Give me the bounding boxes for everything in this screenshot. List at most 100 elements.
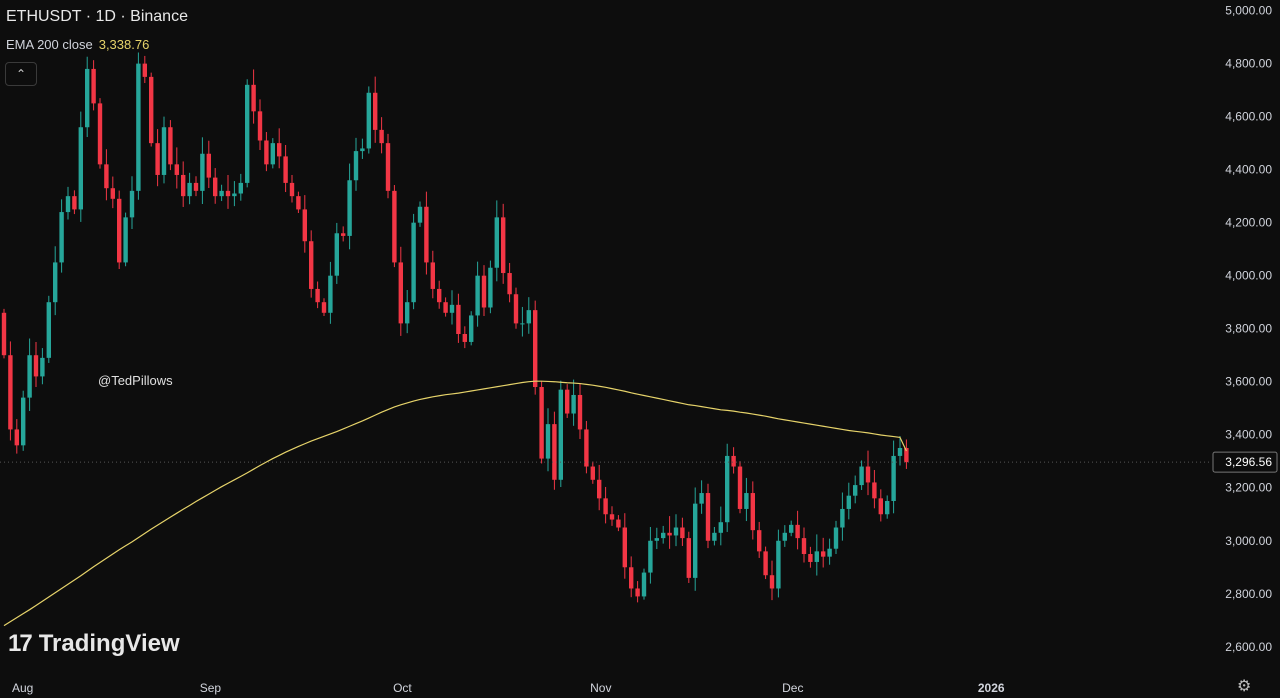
candle-down [629,567,634,589]
candle-down [91,68,96,104]
candle-up [187,182,192,197]
candle-down [533,310,538,388]
x-tick-label: Aug [12,681,33,695]
candle-down [597,479,602,499]
candle-down [296,196,301,210]
candle-down [737,466,743,509]
candle-down [865,466,871,483]
candle-up [238,182,243,194]
candle-up [347,180,352,236]
candle-up [232,193,237,197]
candle-up [846,495,851,509]
y-tick-label: 4,600.00 [1225,110,1272,124]
candle-down [289,182,295,197]
candle-down [430,262,435,289]
candle-up [411,222,416,303]
candle-up [648,540,653,573]
candle-down [174,164,179,175]
candle-up [526,310,531,324]
candle-down [437,288,442,303]
y-tick-label: 2,600.00 [1225,640,1272,654]
ema-legend[interactable]: EMA 200 close 3,338.76 [6,37,149,52]
candle-down [14,429,19,446]
candle-down [769,575,775,589]
candle-down [277,143,282,157]
candle-up [449,304,455,313]
candle-up [40,357,45,377]
candle-up [789,524,794,533]
candle-down [609,514,615,520]
candle-up [27,355,32,398]
candle-down [904,447,909,463]
x-tick-label: 2026 [978,681,1005,695]
candle-down [635,588,640,597]
candle-up [129,190,135,218]
ema-label: EMA 200 close [6,37,93,52]
candle-down [424,206,429,263]
candle-up [219,190,224,197]
candle-up [699,493,704,504]
candle-down [33,355,39,377]
candle-down [513,294,519,324]
candle-down [321,302,327,313]
y-tick-label: 3,000.00 [1225,534,1272,548]
candle-up [85,68,90,128]
candle-down [110,188,115,199]
candle-down [616,519,621,528]
candle-up [46,302,51,358]
candle-down [462,334,467,342]
candle-down [251,84,256,112]
candle-down [501,217,506,274]
x-tick-label: Oct [393,681,412,695]
candle-up [417,206,423,223]
candle-up [776,540,781,589]
candle-up [654,538,659,541]
candle-up [885,501,890,515]
ema200-line [3,380,907,627]
candle-down [603,498,608,515]
last-price-label: 3,296.56 [1225,455,1272,469]
candle-down [385,143,391,191]
candle-up [814,551,819,562]
candle-up [328,275,333,313]
candle-down [584,429,589,467]
candle-down [104,164,109,189]
candle-up [571,394,576,414]
candle-up [833,527,839,549]
chevron-up-icon: ⌃ [15,67,27,81]
candle-down [456,304,461,334]
tradingview-mark: 17 [8,630,33,657]
collapse-legend-button[interactable]: ⌃ [5,62,37,86]
candle-down [373,92,378,130]
y-tick-label: 2,800.00 [1225,587,1272,601]
candle-down [507,273,512,295]
candle-down [117,198,122,263]
candle-up [475,275,480,316]
candle-up [520,323,525,325]
candle-up [725,455,730,523]
candle-up [859,466,864,486]
candle-up [360,148,365,152]
candle-up [545,424,551,459]
x-tick-label: Sep [200,681,222,695]
chart-title: ETHUSDT · 1D · Binance [6,8,188,25]
tradingview-logo[interactable]: 17 TradingView [8,630,180,658]
candle-up [897,447,903,456]
candle-up [891,455,896,501]
candle-down [757,530,762,552]
candle-up [200,153,205,191]
candle-up [245,84,250,183]
candle-up [59,212,64,263]
y-tick-label: 3,400.00 [1225,428,1272,442]
settings-icon[interactable]: ⚙ [1237,678,1252,695]
candle-up [123,217,128,263]
candle-down [552,424,557,480]
candle-up [161,127,167,175]
candle-down [622,527,627,568]
candle-down [181,174,186,197]
candle-down [8,355,13,430]
tradingview-text: TradingView [38,630,180,657]
candle-down [821,551,826,557]
candle-down [193,182,199,191]
